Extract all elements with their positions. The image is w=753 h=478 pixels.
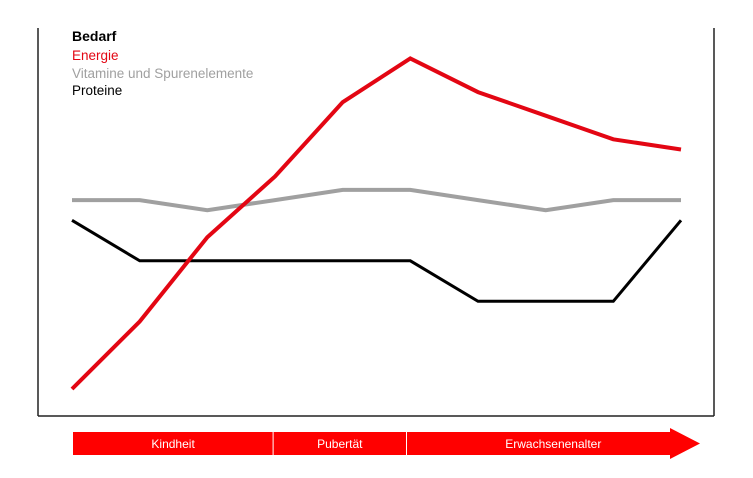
life-phase-arrow: Kindheit Pubertät Erwachsenenalter — [73, 428, 700, 459]
chart-axes — [37, 28, 715, 417]
phase-label-2: Pubertät — [317, 437, 363, 451]
phase-arrow-body — [73, 428, 700, 459]
phase-label-1: Kindheit — [151, 437, 195, 451]
legend-entry-vitamine: Vitamine und Spurenelemente — [72, 66, 253, 81]
series-line-proteine — [71, 219, 683, 303]
series-line-vitamine — [72, 187, 681, 213]
chart-legend: Bedarf Energie Vitamine und Spurenelemen… — [72, 28, 253, 98]
series-line-energie — [70, 56, 682, 391]
legend-entry-proteine: Proteine — [72, 83, 122, 98]
chart-series-group — [70, 56, 683, 391]
phase-label-3: Erwachsenenalter — [505, 437, 601, 451]
legend-entry-energie: Energie — [72, 48, 119, 63]
legend-title: Bedarf — [72, 28, 117, 44]
